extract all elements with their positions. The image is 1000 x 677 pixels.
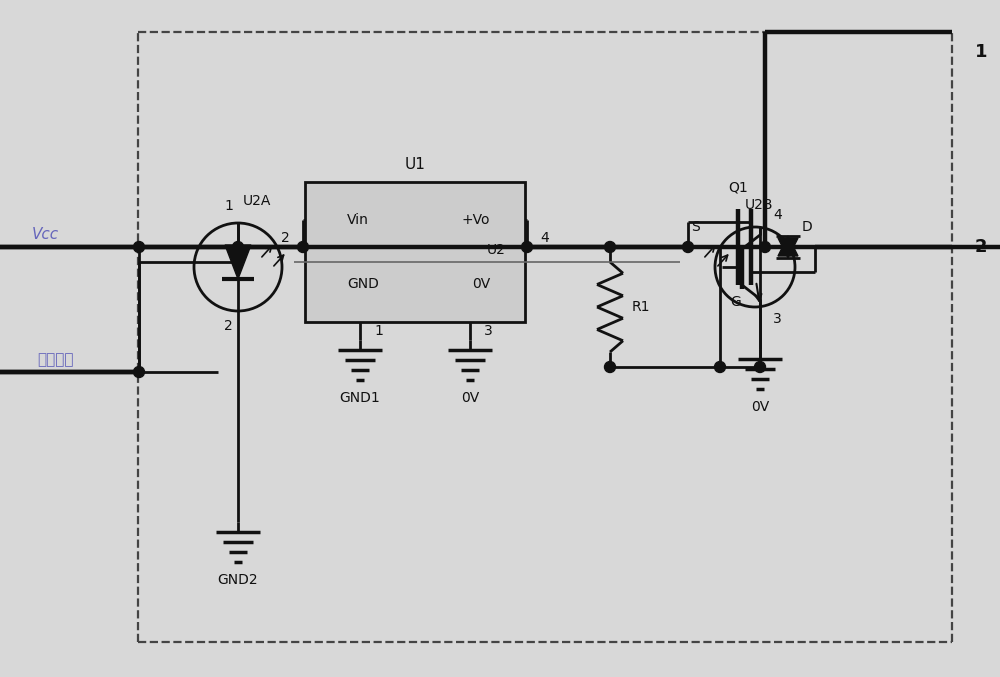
Circle shape bbox=[714, 362, 726, 372]
Text: 1: 1 bbox=[975, 43, 988, 61]
Text: 4: 4 bbox=[773, 208, 782, 222]
Text: GND1: GND1 bbox=[340, 391, 380, 405]
Circle shape bbox=[604, 362, 616, 372]
Text: 0V: 0V bbox=[461, 391, 479, 405]
Text: 1: 1 bbox=[374, 324, 383, 338]
Text: 3: 3 bbox=[484, 324, 493, 338]
Text: 3: 3 bbox=[773, 312, 782, 326]
Text: 2: 2 bbox=[975, 238, 988, 256]
Circle shape bbox=[604, 242, 616, 253]
Text: U2: U2 bbox=[487, 243, 506, 257]
Text: Vin: Vin bbox=[347, 213, 369, 227]
Circle shape bbox=[760, 242, 770, 253]
Circle shape bbox=[134, 366, 144, 378]
Text: U2B: U2B bbox=[745, 198, 774, 212]
Text: 2: 2 bbox=[224, 319, 233, 333]
Text: G: G bbox=[731, 295, 741, 309]
Circle shape bbox=[522, 242, 532, 253]
Text: R1: R1 bbox=[632, 300, 650, 314]
Circle shape bbox=[298, 242, 308, 253]
Text: 控制信号: 控制信号 bbox=[37, 352, 73, 367]
Text: Q1: Q1 bbox=[728, 180, 748, 194]
Text: 0V: 0V bbox=[751, 400, 769, 414]
Text: 2: 2 bbox=[281, 231, 290, 245]
Text: U2A: U2A bbox=[243, 194, 271, 208]
Text: D: D bbox=[802, 220, 812, 234]
Circle shape bbox=[755, 362, 766, 372]
Text: 1: 1 bbox=[224, 199, 233, 213]
Circle shape bbox=[232, 242, 244, 253]
Text: GND: GND bbox=[347, 277, 379, 291]
Text: 0V: 0V bbox=[472, 277, 490, 291]
Text: 4: 4 bbox=[540, 231, 549, 245]
Text: GND2: GND2 bbox=[218, 573, 258, 587]
Polygon shape bbox=[225, 245, 251, 279]
Text: +Vo: +Vo bbox=[462, 213, 490, 227]
Text: S: S bbox=[692, 220, 700, 234]
FancyBboxPatch shape bbox=[305, 182, 525, 322]
Polygon shape bbox=[778, 236, 798, 256]
Text: Vcc: Vcc bbox=[31, 227, 59, 242]
Circle shape bbox=[134, 242, 144, 253]
Circle shape bbox=[682, 242, 694, 253]
Polygon shape bbox=[778, 238, 798, 258]
Text: U1: U1 bbox=[405, 156, 425, 171]
